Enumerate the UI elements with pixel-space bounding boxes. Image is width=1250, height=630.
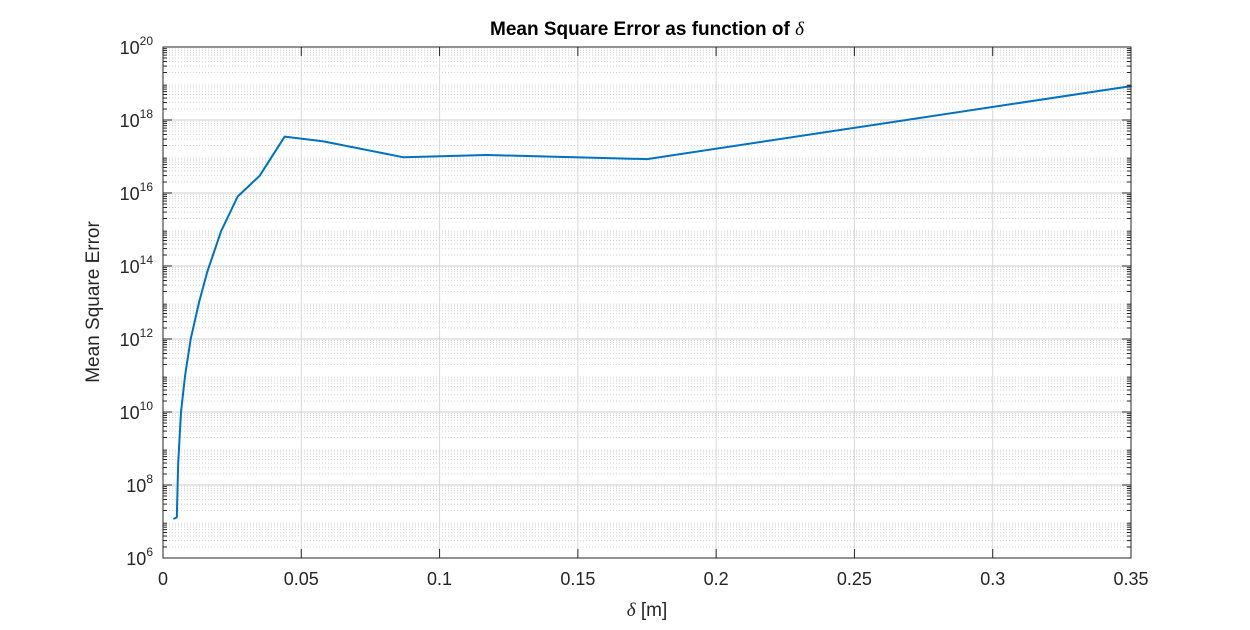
x-axis-label-text: [m] xyxy=(636,600,668,621)
x-tick-label: 0.05 xyxy=(284,569,319,589)
x-tick-label: 0 xyxy=(158,569,168,589)
x-tick-labels: 0 0.05 0.1 0.15 0.2 0.25 0.3 0.35 xyxy=(158,569,1149,589)
x-tick-label: 0.25 xyxy=(837,569,872,589)
x-tick-label: 0.15 xyxy=(560,569,595,589)
tick-marks xyxy=(162,46,1132,559)
y-tick-label: 1018 xyxy=(120,107,154,131)
y-tick-labels: 106 108 1010 1012 1014 1016 1018 1020 xyxy=(120,34,154,569)
y-tick-label: 1016 xyxy=(120,180,154,204)
x-tick-label: 0.2 xyxy=(704,569,729,589)
y-tick-label: 106 xyxy=(126,545,153,569)
series-layer xyxy=(173,85,1132,520)
x-tick-label: 0.3 xyxy=(980,569,1005,589)
y-axis-label: Mean Square Error xyxy=(83,221,104,383)
y-tick-label: 1020 xyxy=(120,34,154,58)
plot-area xyxy=(163,47,1131,558)
y-tick-label: 108 xyxy=(126,472,153,496)
y-tick-label: 1012 xyxy=(120,326,154,350)
x-tick-label: 0.35 xyxy=(1113,569,1148,589)
axes-box xyxy=(162,46,1132,559)
x-axis-label-symbol: δ xyxy=(627,600,637,621)
x-tick-label: 0.1 xyxy=(427,569,452,589)
chart-title-symbol: δ xyxy=(795,19,805,40)
chart-title-text: Mean Square Error as function of xyxy=(490,19,795,40)
minor-grid xyxy=(163,48,1131,548)
series-line xyxy=(173,85,1132,520)
y-tick-label: 1014 xyxy=(120,253,154,277)
y-tick-label: 1010 xyxy=(120,399,154,423)
chart-title: Mean Square Error as function of δ xyxy=(490,19,805,40)
x-axis-label: δ [m] xyxy=(627,600,668,621)
